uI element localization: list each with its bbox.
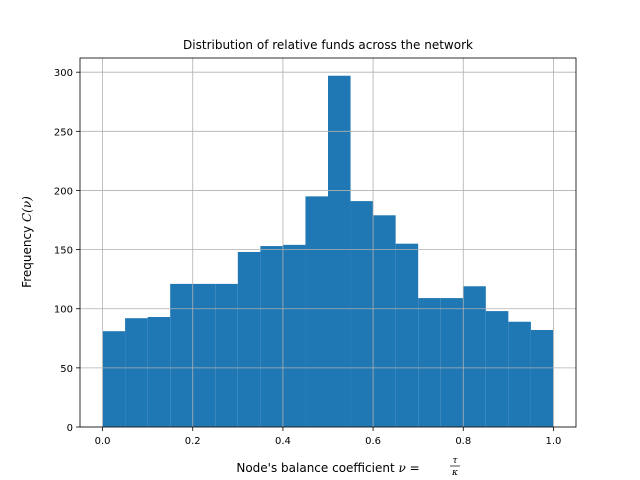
histogram-bar	[373, 215, 396, 427]
y-tick-label: 150	[54, 246, 73, 257]
histogram-bar	[125, 318, 148, 427]
x-axis-label-symbol: ν	[398, 461, 405, 475]
histogram-bar	[147, 317, 171, 427]
y-tick-label: 50	[60, 364, 73, 375]
histogram-bar	[305, 196, 328, 427]
x-tick-label: 1.0	[546, 436, 562, 447]
histogram-bar	[260, 246, 283, 427]
y-tick-label: 0	[67, 423, 73, 434]
y-axis-label-math: C(ν)	[20, 196, 34, 222]
x-axis-ticks: 0.0 0.2 0.4 0.6 0.8 1.0	[95, 427, 562, 447]
y-axis-ticks: 0 50 100 150 200 250 300	[54, 68, 80, 434]
x-tick-label: 0.6	[365, 436, 381, 447]
x-axis-label-prefix: Node's balance coefficient	[236, 461, 398, 475]
x-tick-label: 0.0	[95, 436, 111, 447]
histogram-bar	[237, 251, 261, 427]
histogram-bar	[485, 311, 509, 427]
histogram-bar	[463, 286, 486, 427]
x-axis-label-numerator: τ	[453, 456, 459, 466]
x-axis-label: Node's balance coefficient ν =	[236, 461, 419, 475]
x-axis-label-equals: =	[406, 461, 420, 475]
y-tick-label: 300	[54, 68, 73, 79]
y-tick-label: 250	[54, 127, 73, 138]
histogram-bars	[102, 75, 554, 427]
histogram-bar	[530, 330, 554, 427]
x-tick-label: 0.8	[455, 436, 471, 447]
y-axis-label: Frequency C(ν)	[20, 196, 34, 288]
y-tick-label: 200	[54, 186, 73, 197]
histogram-bar	[170, 283, 193, 427]
y-axis-label-prefix: Frequency	[20, 222, 34, 288]
x-tick-label: 0.2	[185, 436, 201, 447]
histogram-bar	[350, 201, 374, 427]
x-axis-label-denominator: κ	[451, 468, 458, 478]
chart-title: Distribution of relative funds across th…	[183, 38, 473, 52]
y-tick-label: 100	[54, 305, 73, 316]
histogram-bar	[282, 244, 306, 427]
histogram-bar	[418, 298, 441, 427]
histogram-bar	[395, 243, 419, 427]
histogram-bar	[328, 75, 351, 427]
histogram-bar	[192, 283, 216, 427]
histogram-bar	[215, 283, 238, 427]
plot-frame	[79, 57, 577, 428]
x-tick-label: 0.4	[275, 436, 291, 447]
histogram-bar	[102, 331, 126, 427]
histogram-bar	[508, 321, 531, 427]
histogram-bar	[440, 298, 464, 427]
